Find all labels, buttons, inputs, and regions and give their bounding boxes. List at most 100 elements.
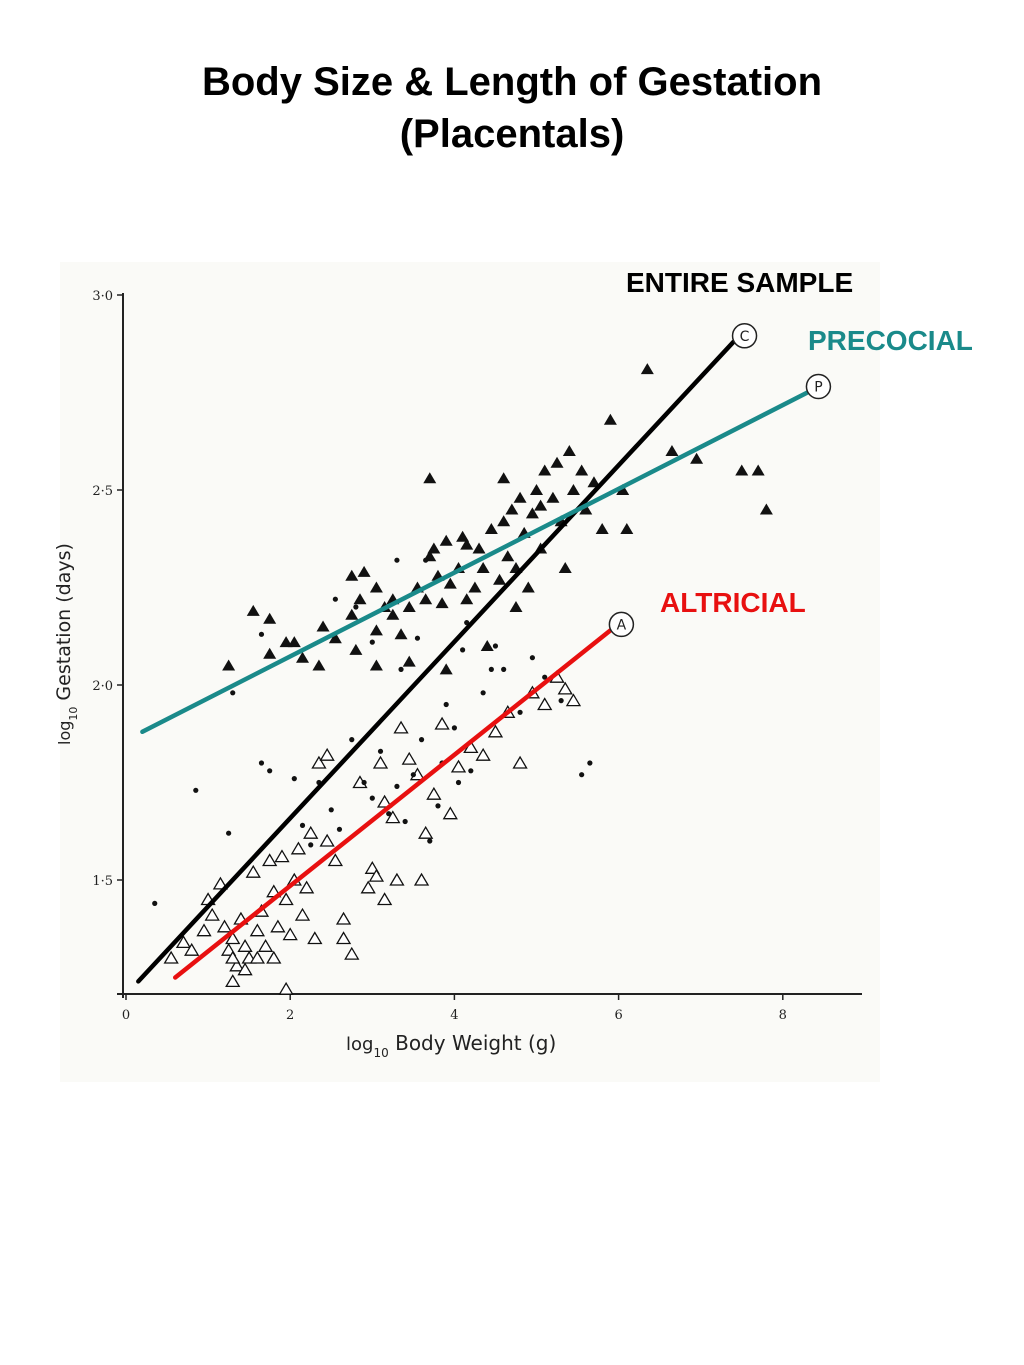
y-tick-label: 3·0 bbox=[92, 289, 113, 304]
data-point-altricial bbox=[175, 935, 192, 949]
fit-line-letter-A: A bbox=[617, 617, 627, 633]
data-point-precocial bbox=[349, 643, 363, 655]
data-point-altricial bbox=[393, 720, 409, 734]
data-point-precocial bbox=[558, 562, 572, 573]
data-point-precocial bbox=[357, 565, 371, 577]
y-tick-label: 2·5 bbox=[92, 484, 113, 499]
data-point-altricial bbox=[512, 755, 528, 769]
data-point-precocial bbox=[439, 663, 453, 675]
data-point-altricial bbox=[245, 864, 261, 878]
data-point-precocial bbox=[530, 484, 543, 495]
data-point-dot bbox=[558, 698, 564, 704]
data-point-dot bbox=[394, 557, 400, 563]
data-point-dot bbox=[226, 830, 232, 836]
data-point-dot bbox=[410, 772, 416, 778]
data-point-precocial bbox=[587, 476, 601, 488]
data-point-precocial bbox=[505, 503, 519, 515]
data-point-precocial bbox=[456, 530, 470, 542]
data-point-dot bbox=[332, 596, 338, 602]
data-point-dot bbox=[152, 900, 158, 907]
data-point-dot bbox=[587, 760, 593, 766]
data-point-precocial bbox=[394, 628, 408, 640]
data-point-precocial bbox=[566, 484, 580, 495]
data-point-precocial bbox=[497, 472, 511, 484]
data-point-altricial bbox=[290, 841, 307, 855]
data-point-dot bbox=[349, 737, 355, 743]
data-point-precocial bbox=[472, 542, 486, 554]
x-tick-label: 0 bbox=[122, 1008, 130, 1023]
data-point-dot bbox=[193, 787, 199, 793]
entire-sample-label: ENTIRE SAMPLE bbox=[626, 267, 854, 298]
x-axis-label-part: log bbox=[346, 1034, 373, 1055]
data-point-altricial bbox=[225, 950, 241, 964]
precocial-label: PRECOCIAL bbox=[808, 325, 973, 356]
data-point-precocial bbox=[316, 620, 330, 632]
data-point-precocial bbox=[402, 655, 416, 667]
data-point-altricial bbox=[196, 923, 212, 937]
data-point-dot bbox=[369, 639, 375, 645]
data-point-precocial bbox=[443, 577, 457, 589]
data-point-precocial bbox=[550, 456, 564, 468]
data-point-precocial bbox=[369, 581, 383, 593]
data-point-precocial bbox=[616, 484, 630, 495]
data-point-altricial bbox=[335, 911, 352, 925]
data-point-altricial bbox=[418, 825, 434, 839]
data-point-precocial bbox=[312, 659, 326, 671]
data-point-dot bbox=[418, 737, 425, 743]
data-point-altricial bbox=[225, 931, 241, 945]
altricial-label: ALTRICIAL bbox=[660, 587, 806, 618]
data-point-altricial bbox=[401, 751, 417, 765]
data-point-precocial bbox=[369, 659, 383, 671]
fit-line-letter-C: C bbox=[740, 329, 750, 345]
y-axis-label-part: log bbox=[55, 721, 74, 745]
data-point-altricial bbox=[434, 716, 450, 730]
data-point-precocial bbox=[345, 569, 359, 581]
data-point-dot bbox=[492, 643, 499, 649]
data-point-altricial bbox=[376, 794, 393, 808]
data-point-altricial bbox=[270, 919, 286, 933]
data-point-precocial bbox=[386, 608, 400, 620]
data-point-altricial bbox=[274, 849, 290, 863]
data-point-dot bbox=[435, 803, 441, 809]
data-point-dot bbox=[361, 779, 367, 786]
data-point-dot bbox=[542, 674, 548, 680]
data-point-dot bbox=[258, 760, 265, 766]
data-point-dot bbox=[308, 842, 314, 848]
data-point-dot bbox=[291, 776, 297, 782]
data-point-precocial bbox=[690, 452, 704, 464]
plot-marks bbox=[152, 363, 773, 995]
data-point-dot bbox=[468, 768, 474, 774]
data-point-precocial bbox=[419, 593, 433, 605]
data-point-dot bbox=[267, 768, 273, 774]
data-point-precocial bbox=[263, 647, 277, 659]
data-point-dot bbox=[398, 666, 404, 673]
data-point-precocial bbox=[546, 491, 560, 503]
x-axis-label: log10 Body Weight (g) bbox=[346, 1031, 556, 1060]
data-point-precocial bbox=[353, 593, 367, 605]
data-point-altricial bbox=[216, 919, 233, 933]
data-point-precocial bbox=[279, 636, 293, 648]
x-tick-label: 8 bbox=[779, 1008, 787, 1023]
data-point-altricial bbox=[266, 950, 282, 964]
data-point-dot bbox=[480, 690, 486, 696]
data-point-precocial bbox=[735, 464, 749, 476]
data-point-precocial bbox=[525, 507, 539, 519]
data-point-altricial bbox=[249, 923, 265, 937]
data-point-precocial bbox=[460, 538, 474, 550]
data-point-altricial bbox=[372, 755, 389, 769]
x-axis-label-part: 10 bbox=[373, 1046, 388, 1060]
data-point-altricial bbox=[257, 939, 274, 952]
data-point-dot bbox=[377, 748, 384, 754]
scanned-figure-background bbox=[60, 262, 880, 1082]
data-point-altricial bbox=[237, 962, 253, 976]
data-point-altricial bbox=[212, 876, 229, 890]
data-point-dot bbox=[451, 725, 457, 731]
fit-line-marker-P bbox=[805, 373, 832, 400]
data-point-altricial bbox=[307, 931, 323, 945]
fit-line-letter-P: P bbox=[814, 380, 822, 396]
data-point-dot bbox=[423, 557, 429, 563]
data-point-precocial bbox=[222, 659, 236, 671]
data-point-dot bbox=[529, 655, 535, 661]
data-point-precocial bbox=[751, 464, 765, 476]
data-point-altricial bbox=[282, 927, 298, 941]
